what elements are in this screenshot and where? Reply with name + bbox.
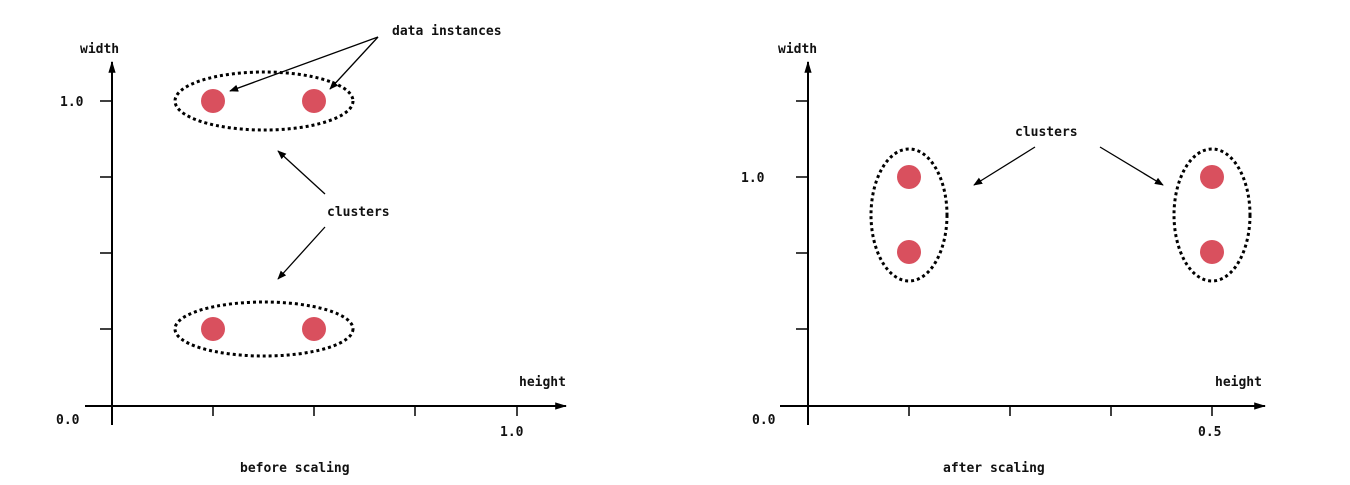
data-point: [201, 317, 225, 341]
x-tick-label: 0.5: [1198, 425, 1221, 440]
origin-label: 0.0: [56, 413, 80, 428]
clusters-label: clusters: [327, 205, 390, 220]
origin-label: 0.0: [752, 413, 776, 428]
caption: before scaling: [240, 461, 350, 476]
clusters-arrow-up: [277, 150, 326, 195]
data-point: [302, 317, 326, 341]
clusters-arrow-right: [1099, 146, 1164, 186]
data-instances-label: data instances: [392, 24, 502, 39]
x-axis-ticks: [908, 406, 1213, 416]
y-axis-ticks: [796, 100, 808, 330]
panel-before-scaling: width height 0.0 1.0 1.0 data instances …: [56, 24, 568, 476]
data-instances-arrow-left: [229, 36, 379, 92]
clusters-label: clusters: [1015, 125, 1078, 140]
data-point: [897, 165, 921, 189]
x-axis-label: height: [519, 375, 566, 390]
caption: after scaling: [943, 461, 1045, 476]
data-point: [201, 89, 225, 113]
cluster-top: [173, 70, 355, 132]
data-point: [897, 240, 921, 264]
data-point: [1200, 240, 1224, 264]
cluster-left: [869, 147, 949, 283]
panel-after-scaling: width height 0.0 1.0 0.5 clusters after …: [741, 42, 1267, 476]
y-axis-label: width: [778, 42, 817, 57]
x-tick-label: 1.0: [500, 425, 524, 440]
y-tick-label: 1.0: [60, 95, 84, 110]
cluster-right: [1172, 147, 1252, 283]
clusters-arrow-left: [973, 146, 1036, 186]
data-point: [1200, 165, 1224, 189]
cluster-bottom: [173, 300, 355, 358]
data-point: [302, 89, 326, 113]
y-axis-ticks: [100, 100, 112, 330]
clusters-arrow-down: [277, 226, 326, 280]
x-axis-label: height: [1215, 375, 1262, 390]
y-axis-label: width: [80, 42, 119, 57]
y-tick-label: 1.0: [741, 171, 765, 186]
x-axis-ticks: [212, 406, 518, 416]
data-instances-arrow-right: [329, 36, 379, 90]
